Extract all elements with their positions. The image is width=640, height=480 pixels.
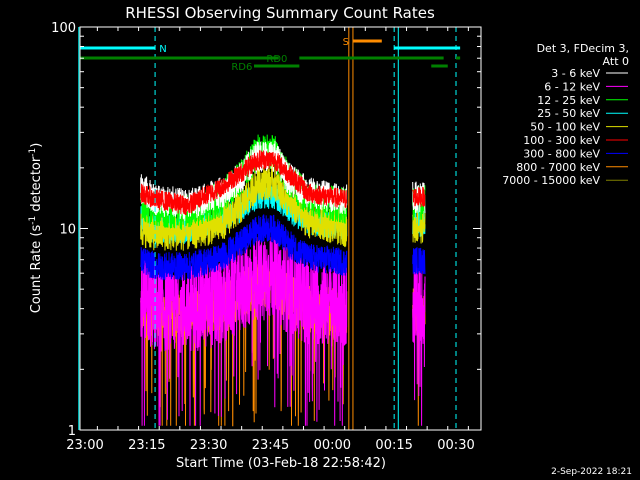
series-line-5-seg-1: [412, 186, 426, 208]
flag-label-s: S: [343, 37, 349, 48]
legend-label-2: 12 - 25 keV: [537, 94, 600, 107]
x-tick-label-6: 00:30: [437, 438, 474, 453]
legend-label-7: 800 - 7000 keV: [516, 161, 600, 174]
x-tick-label-4: 00:00: [314, 438, 351, 453]
legend-label-3: 25 - 50 keV: [537, 107, 600, 120]
series-line-6-seg-1: [412, 247, 426, 275]
chart-title: RHESSI Observing Summary Count Rates: [125, 4, 435, 22]
flag-label-rd0: RD0: [266, 54, 287, 65]
x-tick-label-2: 23:30: [190, 438, 227, 453]
flag-label-rd6: RD6: [231, 62, 252, 73]
y-tick-label-2: 100: [51, 21, 76, 36]
series-line-5-seg-0: [140, 149, 348, 216]
legend-header-0: Det 3, FDecim 3,: [537, 42, 629, 55]
series-line-6-seg-0: [140, 214, 348, 281]
legend-label-6: 300 - 800 keV: [523, 147, 600, 160]
x-axis-label: Start Time (03-Feb-18 22:58:42): [176, 456, 386, 471]
x-tick-label-1: 23:15: [128, 438, 165, 453]
y-axis-label: Count Rate (s-1 detector-1): [28, 143, 44, 314]
x-tick-label-0: 23:00: [66, 438, 103, 453]
legend-label-5: 100 - 300 keV: [523, 134, 600, 147]
y-tick-label-1: 10: [59, 223, 76, 238]
series-line-1-seg-1: [412, 258, 426, 426]
legend-label-4: 50 - 100 keV: [530, 121, 600, 134]
legend-header-1: Att 0: [603, 55, 629, 68]
footer-date: 2-Sep-2022 18:21: [551, 467, 632, 477]
x-tick-label-5: 00:15: [375, 438, 412, 453]
x-tick-label-3: 23:45: [252, 438, 289, 453]
legend-label-0: 3 - 6 keV: [551, 67, 600, 80]
legend-label-8: 7000 - 15000 keV: [502, 174, 600, 187]
flag-label-n: N: [159, 44, 166, 55]
y-tick-label-0: 1: [68, 424, 76, 439]
legend-label-1: 6 - 12 keV: [544, 80, 600, 93]
